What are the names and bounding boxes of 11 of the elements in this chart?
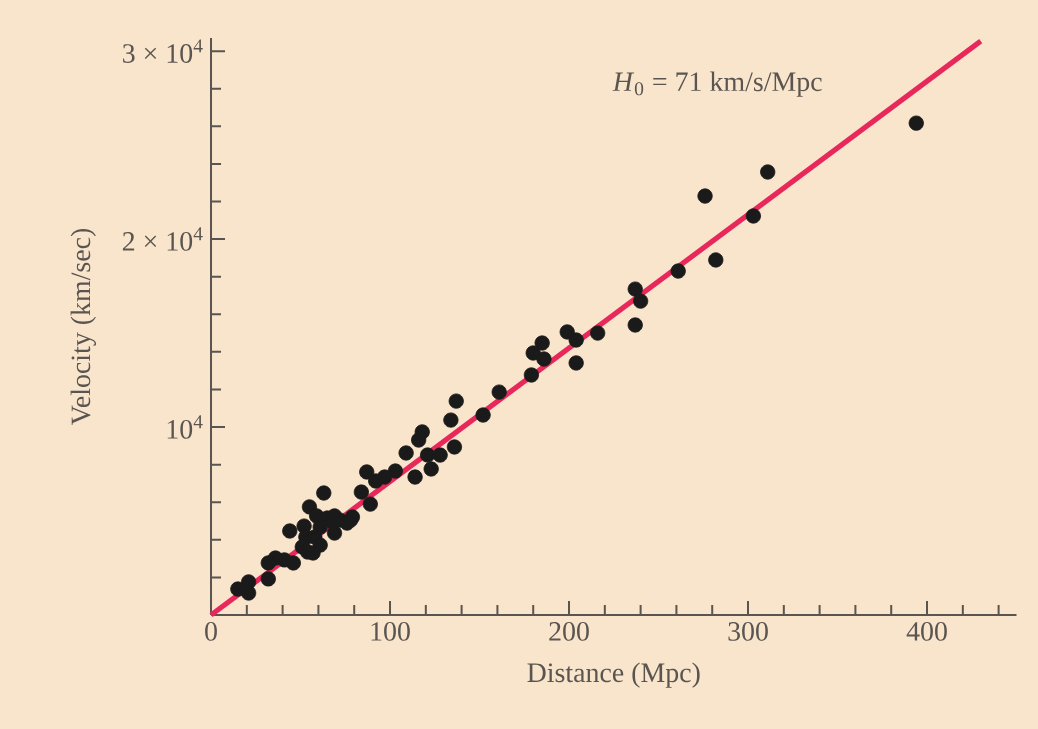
y-tick-label: 2 × 10$^{4}$ — [122, 227, 203, 251]
annotation: H$_{0}$ = 71 km/s/Mpc — [612, 71, 822, 97]
x-tick-label: 300 — [728, 622, 768, 641]
y-tick-label: 10$^{4}$ — [167, 415, 203, 439]
y-tick-label: 3 × 10$^{4}$ — [123, 39, 203, 63]
x-axis-title: Distance (Mpc) — [527, 662, 700, 688]
x-tick-label: 0 — [205, 622, 217, 641]
x-tick-label: 100 — [371, 622, 410, 641]
x-tick-label: 200 — [549, 622, 589, 641]
x-tick-label: 400 — [906, 622, 947, 641]
y-axis-title: Velocity (km/sec) — [70, 228, 97, 425]
